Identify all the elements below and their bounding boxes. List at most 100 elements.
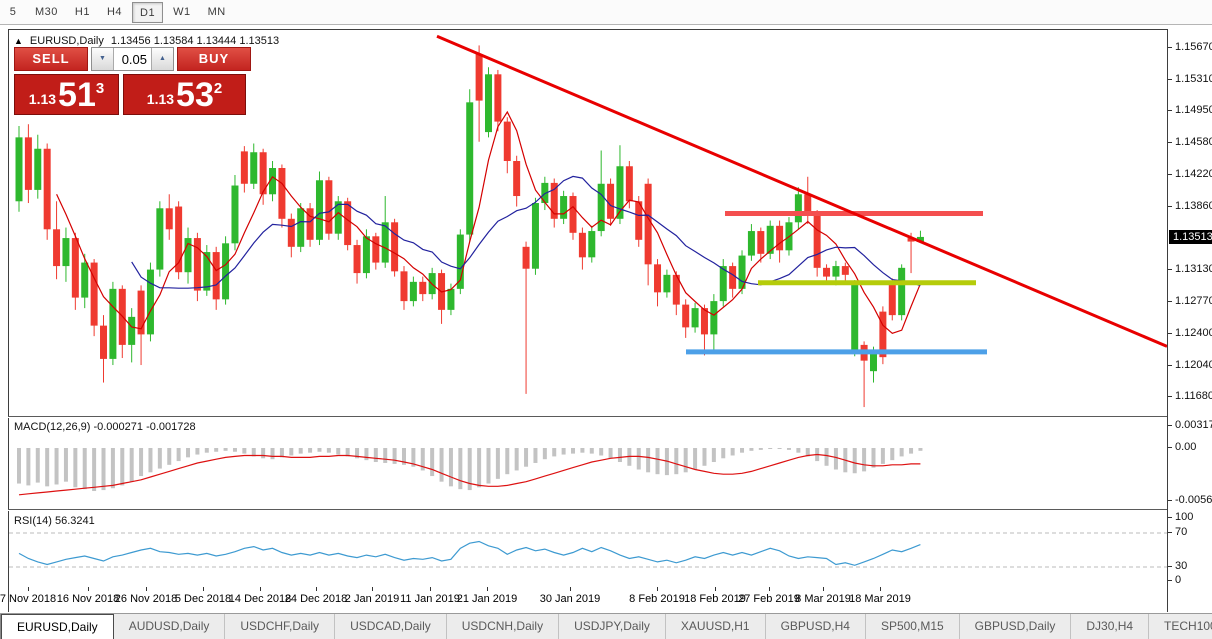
chart-symbol-label: EURUSD,Daily	[29, 35, 104, 47]
sell-price-box[interactable]: 1.13 51 3	[14, 74, 119, 115]
date-label: 8 Feb 2019	[629, 593, 685, 605]
descending-trendline[interactable]	[436, 34, 1167, 348]
symbol-tab-usdcnh[interactable]: USDCNH,Daily	[447, 614, 560, 639]
macd-pane[interactable]	[9, 419, 1167, 508]
current-price-label: 1.13513	[1169, 229, 1212, 244]
timeframe-button-h1[interactable]: H1	[74, 5, 90, 18]
buy-button[interactable]: BUY	[177, 47, 251, 71]
price-axis-label: 1.13860	[1168, 200, 1212, 212]
sell-button[interactable]: SELL	[14, 47, 88, 71]
pane-separator[interactable]	[8, 509, 1211, 511]
symbol-tab-xauusd[interactable]: XAUUSD,H1	[666, 614, 766, 639]
date-tick	[487, 587, 488, 591]
buy-price-main: 53	[176, 76, 214, 115]
trade-panel: SELL ▼ ▲ BUY	[14, 47, 251, 71]
axis-divider	[1167, 29, 1168, 612]
date-tick	[88, 587, 89, 591]
symbol-tab-usdjpy[interactable]: USDJPY,Daily	[559, 614, 666, 639]
date-tick	[769, 587, 770, 591]
price-axis-label: 1.13130	[1168, 263, 1212, 275]
symbol-tabbar: EURUSD,Daily AUDUSD,Daily USDCHF,Daily USDC…	[0, 613, 1212, 639]
rsi-pane[interactable]	[9, 512, 1167, 586]
rsi-axis-label: 0	[1168, 574, 1181, 586]
date-label: 27 Feb 2019	[738, 593, 800, 605]
price-axis[interactable]: 1.15670 1.15310 1.14950 1.14580 1.14220 1.138…	[1168, 29, 1212, 612]
symbol-tab-usdcad[interactable]: USDCAD,Daily	[335, 614, 447, 639]
chart-ohlc-values: 1.13456 1.13584 1.13444 1.13513	[110, 35, 280, 47]
date-tick	[372, 587, 373, 591]
date-label: 21 Jan 2019	[456, 593, 518, 605]
symbol-tab-audusd[interactable]: AUDUSD,Daily	[114, 614, 226, 639]
date-label: 2 Jan 2019	[344, 593, 400, 605]
symbol-tab-sp500[interactable]: SP500,M15	[866, 614, 960, 639]
macd-histogram	[17, 448, 923, 492]
symbol-tab-dj30[interactable]: DJ30,H4	[1071, 614, 1150, 639]
symbol-tab-gbpusd[interactable]: GBPUSD,H4	[766, 614, 866, 639]
price-axis-label: 1.14580	[1168, 136, 1212, 148]
macd-axis-label: -0.005667	[1168, 494, 1212, 506]
volume-input[interactable]	[114, 48, 151, 70]
price-axis-label: 1.14220	[1168, 168, 1212, 180]
date-tick	[146, 587, 147, 591]
price-axis-label: 1.11680	[1168, 390, 1212, 402]
symbol-tab-tech100[interactable]: TECH100,H1	[1149, 614, 1212, 639]
date-tick	[316, 587, 317, 591]
buy-price-prefix: 1.13	[146, 91, 175, 107]
rsi-axis-label: 70	[1168, 526, 1187, 538]
timeframe-button-d1[interactable]: D1	[132, 1, 164, 23]
collapse-panel-icon[interactable]: ▲	[14, 36, 23, 46]
date-label: 24 Dec 2018	[284, 593, 348, 605]
price-axis-label: 1.12400	[1168, 327, 1212, 339]
timeframe-toolbar: 5 M30 H1 H4 D1 W1 MN	[0, 0, 1212, 25]
price-axis-label: 1.14950	[1168, 104, 1212, 116]
volume-increase-icon[interactable]: ▲	[151, 48, 173, 70]
price-axis-label: 1.15670	[1168, 41, 1212, 53]
symbol-tab-gbpusd[interactable]: GBPUSD,Daily	[960, 614, 1072, 639]
buy-price-box[interactable]: 1.13 53 2	[123, 74, 246, 115]
date-label: 14 Dec 2018	[228, 593, 292, 605]
timeframe-button-h4[interactable]: H4	[106, 5, 123, 18]
timeframe-button-mn[interactable]: MN	[207, 5, 226, 18]
date-tick	[880, 587, 881, 591]
ma-fast-line	[56, 110, 921, 334]
volume-decrease-icon[interactable]: ▼	[92, 48, 114, 70]
sell-price-pipette: 3	[95, 80, 105, 97]
rsi-line	[18, 540, 921, 566]
sell-price-main: 51	[58, 76, 96, 115]
timeframe-button-5[interactable]: 5	[9, 5, 17, 18]
date-label: 26 Nov 2018	[114, 593, 178, 605]
price-axis-label: 1.15310	[1168, 73, 1212, 85]
buy-price-pipette: 2	[213, 80, 223, 97]
macd-indicator-label: MACD(12,26,9) -0.000271 -0.001728	[14, 421, 196, 433]
date-axis[interactable]: 7 Nov 2018 16 Nov 2018 26 Nov 2018 5 Dec 20…	[0, 587, 1167, 612]
date-tick	[28, 587, 29, 591]
date-label: 18 Feb 2019	[684, 593, 746, 605]
date-label: 7 Nov 2018	[0, 593, 57, 605]
rsi-axis-label: 30	[1168, 560, 1187, 572]
date-tick	[823, 587, 824, 591]
quote-boxes: 1.13 51 3 1.13 53 2	[14, 74, 246, 115]
price-axis-label: 1.12770	[1168, 295, 1212, 307]
symbol-tabs: EURUSD,Daily AUDUSD,Daily USDCHF,Daily USDC…	[1, 614, 1212, 639]
chart-title: ▲ EURUSD,Daily 1.13456 1.13584 1.13444 1…	[14, 35, 279, 47]
rsi-indicator-label: RSI(14) 56.3241	[14, 515, 95, 527]
date-tick	[715, 587, 716, 591]
volume-stepper: ▼ ▲	[91, 47, 174, 71]
timeframe-button-m30[interactable]: M30	[35, 5, 58, 18]
sell-price-prefix: 1.13	[28, 91, 57, 107]
date-tick	[203, 587, 204, 591]
symbol-tab-usdchf[interactable]: USDCHF,Daily	[225, 614, 336, 639]
ma-slow-line	[131, 175, 921, 289]
date-label: 11 Jan 2019	[400, 593, 460, 605]
tabbar-spacer	[0, 614, 1, 639]
date-tick	[430, 587, 431, 591]
symbol-tab-eurusd[interactable]: EURUSD,Daily	[1, 614, 114, 639]
timeframe-button-w1[interactable]: W1	[173, 5, 191, 18]
date-label: 5 Dec 2018	[174, 593, 232, 605]
date-label: 16 Nov 2018	[56, 593, 120, 605]
macd-axis-label: 0.003177	[1168, 419, 1212, 431]
pane-separator[interactable]	[8, 416, 1211, 418]
rsi-axis-label: 100	[1168, 511, 1193, 523]
date-tick	[657, 587, 658, 591]
